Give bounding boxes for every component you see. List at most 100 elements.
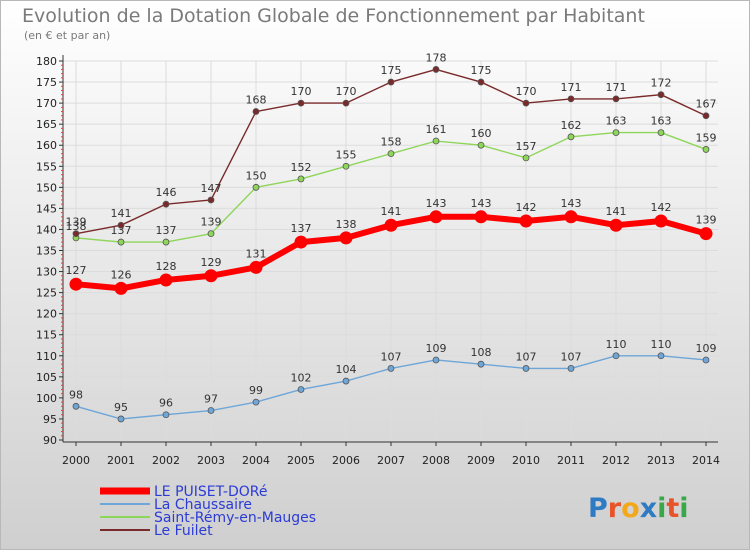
data-point-le-puiset-dore-2000 [69, 277, 83, 291]
data-point-le-fuilet-2000 [72, 230, 80, 238]
grid-lines [63, 60, 718, 441]
data-label-le-fuilet-2005: 170 [291, 85, 312, 98]
legend-label-la-chaussaire: La Chaussaire [154, 497, 252, 513]
data-label-saint-remy-en-mauges-2003: 139 [201, 216, 222, 229]
brand-letter-1: r [608, 493, 622, 524]
y-tick-label-135: 135 [36, 245, 57, 258]
x-tick-label-2005: 2005 [287, 454, 315, 467]
data-label-la-chaussaire-2009: 108 [471, 346, 492, 359]
x-tick-label-2006: 2006 [332, 454, 360, 467]
data-point-le-fuilet-2008 [432, 66, 440, 73]
data-point-la-chaussaire-2004 [252, 398, 260, 406]
data-point-le-puiset-dore-2001 [114, 281, 128, 295]
series-la-chaussaire: 98 95 96 97 99 102 104 107 109 108 107 107 110 110 109 [69, 338, 717, 423]
data-label-saint-remy-en-mauges-2007: 158 [381, 136, 402, 149]
data-label-le-puiset-dore-2003: 129 [201, 256, 222, 269]
data-point-saint-remy-en-mauges-2008 [432, 137, 440, 145]
y-tick-label-140: 140 [36, 223, 57, 236]
data-point-la-chaussaire-2001 [117, 415, 125, 423]
data-point-le-puiset-dore-2008 [429, 210, 443, 224]
data-label-la-chaussaire-2008: 109 [426, 342, 447, 355]
data-label-le-fuilet-2014: 167 [696, 98, 717, 111]
data-point-le-puiset-dore-2013 [654, 214, 668, 228]
series-le-puiset-dore: 127 126 128 129 131 137 138 141 143 143 142 143 141 1… [66, 197, 717, 295]
data-label-la-chaussaire-2013: 110 [651, 338, 672, 351]
y-tick-label-155: 155 [36, 160, 57, 173]
data-label-saint-remy-en-mauges-2002: 137 [156, 224, 177, 237]
data-label-la-chaussaire-2012: 110 [606, 338, 627, 351]
chart-subtitle: (en € et par an) [24, 29, 110, 42]
y-tick-label-160: 160 [36, 139, 57, 152]
brand-letter-5: t [666, 493, 679, 524]
data-label-saint-remy-en-mauges-2009: 160 [471, 127, 492, 140]
x-tick-label-2011: 2011 [557, 454, 585, 467]
data-label-la-chaussaire-2000: 98 [69, 388, 83, 401]
data-point-le-fuilet-2013 [657, 91, 665, 99]
data-point-saint-remy-en-mauges-2009 [477, 141, 485, 149]
data-label-le-fuilet-2001: 141 [111, 207, 132, 220]
legend-label-le-fuilet: Le Fuilet [154, 523, 213, 539]
y-tick-label-175: 175 [36, 76, 57, 89]
brand-letter-6: i [679, 493, 688, 524]
data-point-le-puiset-dore-2005 [294, 235, 308, 249]
brand-letter-3: x [640, 493, 657, 524]
data-point-saint-remy-en-mauges-2002 [162, 238, 170, 246]
y-tick-label-145: 145 [36, 202, 57, 215]
data-point-le-fuilet-2012 [612, 95, 620, 103]
y-tick-label-110: 110 [36, 350, 57, 363]
data-point-le-fuilet-2005 [297, 99, 305, 107]
data-point-le-puiset-dore-2009 [474, 210, 488, 224]
data-point-le-puiset-dore-2006 [339, 231, 353, 245]
data-point-le-puiset-dore-2014 [699, 227, 713, 241]
data-point-le-puiset-dore-2011 [564, 210, 578, 224]
x-tick-label-2007: 2007 [377, 454, 405, 467]
brand-logo: Proxiti [588, 493, 689, 524]
x-tick-label-2012: 2012 [602, 454, 630, 467]
data-label-le-fuilet-2013: 172 [651, 77, 672, 90]
data-label-saint-remy-en-mauges-2000: 138 [66, 220, 87, 233]
data-label-le-puiset-dore-2007: 141 [381, 205, 402, 218]
x-axis-ticks: 2000 2001 2002 2003 2004 2005 2006 2007 2008 2009… [62, 442, 720, 467]
data-point-la-chaussaire-2000 [72, 402, 80, 410]
x-tick-label-2003: 2003 [197, 454, 225, 467]
y-tick-label-170: 170 [36, 97, 57, 110]
data-label-saint-remy-en-mauges-2001: 137 [111, 224, 132, 237]
data-label-le-fuilet-2011: 171 [561, 81, 582, 94]
data-label-le-fuilet-2012: 171 [606, 81, 627, 94]
y-tick-label-115: 115 [36, 329, 57, 342]
data-point-saint-remy-en-mauges-2013 [657, 129, 665, 136]
y-tick-label-105: 105 [36, 371, 57, 384]
series-le-fuilet: 139 141 146 147 168 170 170 175 178 175 170 171 171 1… [66, 51, 717, 238]
brand-letter-2: o [621, 493, 640, 524]
data-label-le-puiset-dore-2001: 126 [111, 268, 132, 281]
data-label-le-puiset-dore-2004: 131 [246, 247, 267, 260]
data-point-la-chaussaire-2009 [477, 360, 485, 368]
brand-letter-4: i [657, 493, 666, 524]
data-point-saint-remy-en-mauges-2014 [702, 146, 710, 153]
x-tick-label-2010: 2010 [512, 454, 540, 467]
data-point-le-fuilet-2006 [342, 99, 350, 107]
data-label-la-chaussaire-2003: 97 [204, 393, 218, 406]
data-label-saint-remy-en-mauges-2014: 159 [696, 131, 717, 144]
data-point-le-fuilet-2009 [477, 78, 485, 86]
data-label-le-fuilet-2007: 175 [381, 64, 402, 77]
data-label-saint-remy-en-mauges-2004: 150 [246, 169, 267, 182]
y-tick-label-180: 180 [36, 55, 57, 68]
data-point-saint-remy-en-mauges-2012 [612, 129, 620, 136]
data-label-le-puiset-dore-2014: 139 [696, 214, 717, 227]
data-point-le-puiset-dore-2007 [384, 218, 398, 232]
data-label-le-puiset-dore-2011: 143 [561, 197, 582, 210]
legend-label-le-puiset-dore: LE PUISET-DORé [154, 484, 267, 500]
data-point-le-puiset-dore-2012 [609, 218, 623, 232]
chart-title: Evolution de la Dotation Globale de Fonc… [22, 5, 645, 27]
data-label-la-chaussaire-2001: 95 [114, 401, 128, 414]
x-tick-label-2001: 2001 [107, 454, 135, 467]
data-label-saint-remy-en-mauges-2008: 161 [426, 123, 447, 136]
data-label-le-puiset-dore-2008: 143 [426, 197, 447, 210]
data-point-saint-remy-en-mauges-2011 [567, 133, 575, 141]
data-label-la-chaussaire-2006: 104 [336, 363, 357, 376]
data-label-le-fuilet-2002: 146 [156, 186, 177, 199]
data-point-le-puiset-dore-2003 [204, 269, 218, 283]
data-label-saint-remy-en-mauges-2013: 163 [651, 115, 672, 128]
